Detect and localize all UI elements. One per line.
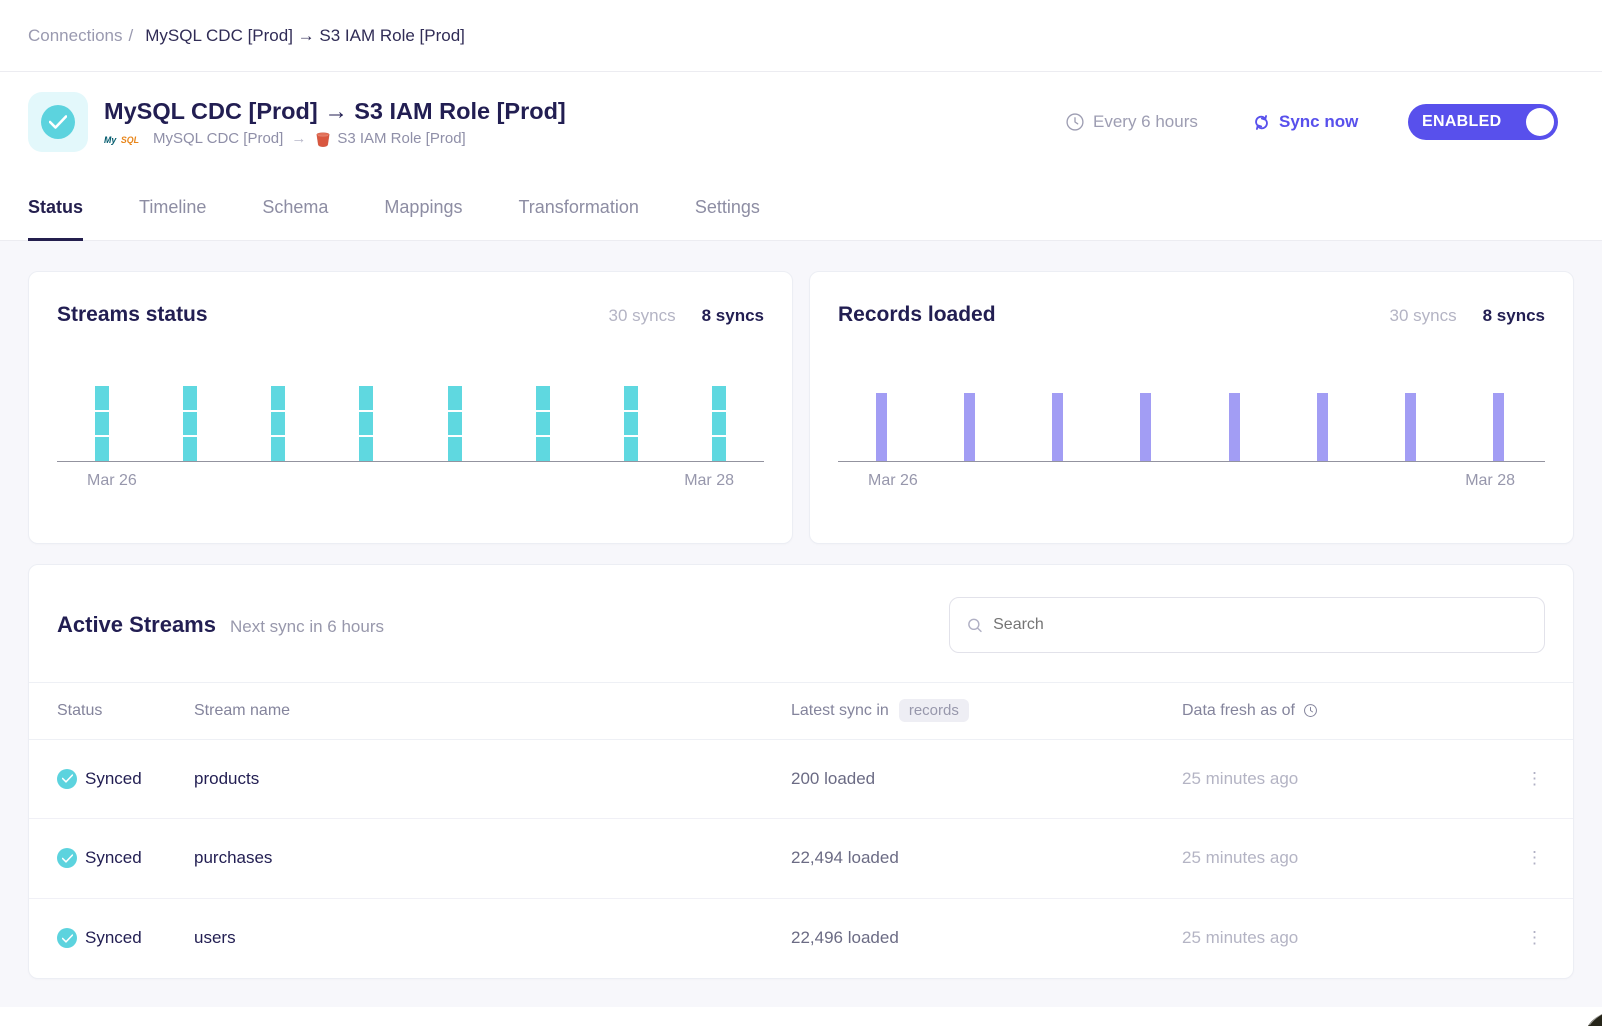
svg-text:SQL: SQL xyxy=(121,135,139,145)
svg-text:My: My xyxy=(104,135,117,145)
